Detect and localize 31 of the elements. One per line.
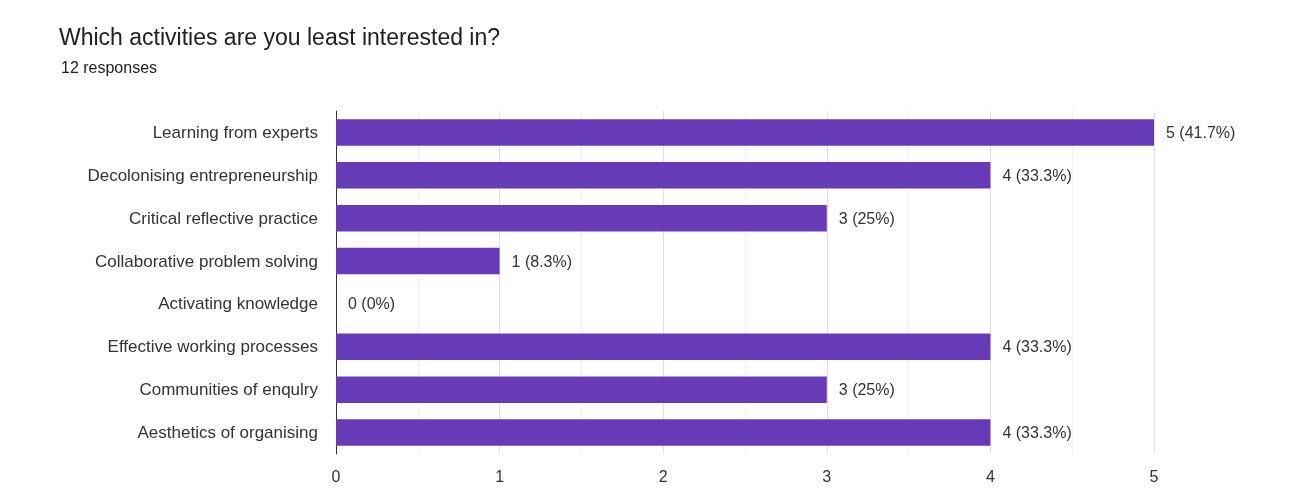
x-tick-label: 4 xyxy=(985,467,995,485)
x-tick-label: 5 xyxy=(1149,467,1159,485)
bar xyxy=(336,247,500,275)
bar xyxy=(336,204,827,232)
text: 12 responses xyxy=(61,58,158,76)
x-tick-label: 1 xyxy=(495,467,505,485)
chart-title: Which activities are you least interested in? xyxy=(59,23,501,50)
y-tick-label: Decolonising entrepreneurship xyxy=(87,165,318,185)
x-tick-label: 3 xyxy=(822,467,832,485)
data-label: 5 (41.7%) xyxy=(1166,123,1236,141)
y-tick-label: Communities of enqulry xyxy=(139,380,319,400)
y-tick-label: Critical reflective practice xyxy=(129,208,318,228)
data-label: 3 (25%) xyxy=(838,381,895,399)
bar xyxy=(336,419,991,446)
x-tick-label: 0 xyxy=(331,467,341,485)
bar xyxy=(336,333,991,361)
data-label: 1 (8.3%) xyxy=(511,252,573,270)
bar xyxy=(336,376,827,403)
data-label: 4 (33.3%) xyxy=(1002,424,1072,442)
y-tick-label: Aesthetics of organising xyxy=(137,423,318,443)
y-tick-label: Activating knowledge xyxy=(158,294,318,314)
data-label: 4 (33.3%) xyxy=(1002,166,1072,184)
data-label: 0 (0%) xyxy=(348,295,396,313)
y-tick-label: Collaborative problem solving xyxy=(94,251,318,271)
y-tick-label: Learning from experts xyxy=(152,122,318,142)
data-label: 4 (33.3%) xyxy=(1002,338,1072,356)
x-tick-label: 2 xyxy=(658,467,668,485)
bar xyxy=(336,162,991,189)
bar xyxy=(336,119,1154,146)
y-tick-label: Effective working processes xyxy=(107,337,318,357)
data-label: 3 (25%) xyxy=(838,209,895,227)
